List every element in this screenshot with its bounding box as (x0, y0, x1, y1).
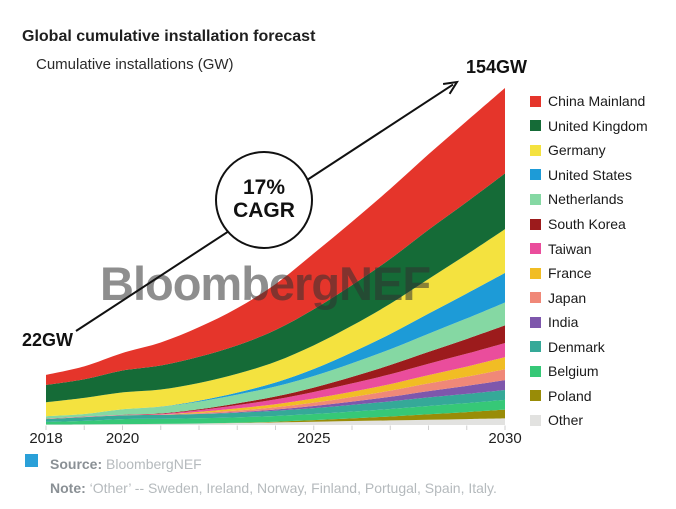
x-tick-label-2020: 2020 (105, 430, 140, 447)
area-netherlands (46, 302, 505, 419)
legend-label: South Korea (548, 216, 626, 232)
legend-item-japan: Japan (530, 285, 648, 310)
legend-swatch-poland (530, 390, 541, 402)
legend-item-netherlands: Netherlands (530, 187, 648, 212)
note-value: ‘Other’ -- Sweden, Ireland, Norway, Finl… (89, 480, 497, 496)
note-line: Note: ‘Other’ -- Sweden, Ireland, Norway… (50, 476, 497, 500)
cagr-percent: 17% (242, 176, 286, 200)
legend-item-united-states: United States (530, 163, 648, 188)
legend-item-other: Other (530, 408, 648, 433)
legend-label: United States (548, 166, 633, 183)
legend-item-france: France (530, 261, 648, 286)
area-belgium (46, 399, 505, 425)
source-icon (25, 454, 38, 467)
legend-swatch-united-states (530, 169, 541, 181)
legend-swatch-japan (530, 292, 541, 304)
start-value-label: 22GW (22, 330, 74, 350)
legend-swatch-united-kingdom (530, 120, 541, 132)
legend-label: Germany (548, 142, 606, 159)
area-china-mainland (46, 88, 505, 385)
legend-label: Poland (548, 387, 592, 404)
legend-swatch-denmark (530, 341, 541, 353)
area-poland (46, 409, 505, 425)
source-line: Source: BloombergNEF (50, 452, 497, 476)
area-france (46, 357, 505, 419)
legend: China Mainland United Kingdom Germany Unite… (530, 89, 648, 433)
area-japan (46, 369, 505, 420)
area-united-kingdom (46, 173, 505, 403)
chart-title: Global cumulative installation forecast (22, 28, 316, 45)
legend-label: China Mainland (548, 93, 646, 110)
legend-swatch-taiwan (530, 243, 541, 255)
legend-label: Taiwan (548, 240, 592, 257)
legend-swatch-belgium (530, 365, 541, 377)
legend-label: Netherlands (548, 191, 624, 208)
legend-item-poland: Poland (530, 384, 648, 409)
legend-label: Other (548, 412, 584, 429)
legend-swatch-india (530, 316, 541, 328)
legend-label: Belgium (548, 363, 599, 380)
x-tick-label-2030: 2030 (488, 430, 522, 447)
legend-swatch-china-mainland (530, 95, 541, 107)
cagr-circle: 17% CAGR (215, 151, 313, 249)
footer: Source: BloombergNEF Note: ‘Other’ -- Sw… (25, 452, 497, 500)
legend-item-denmark: Denmark (530, 334, 648, 359)
source-value: BloombergNEF (106, 456, 202, 472)
legend-item-united-kingdom: United Kingdom (530, 114, 648, 139)
end-value-label: 154GW (466, 57, 528, 77)
legend-label: India (548, 314, 579, 331)
legend-label: United Kingdom (548, 117, 648, 134)
legend-swatch-other (530, 414, 541, 426)
area-denmark (46, 389, 505, 422)
area-taiwan (46, 342, 505, 419)
source-label: Source: (50, 456, 103, 472)
cagr-label: CAGR (233, 199, 295, 222)
legend-label: Japan (548, 289, 587, 306)
legend-item-india: India (530, 310, 648, 335)
x-tick-label-2025: 2025 (297, 430, 331, 447)
legend-swatch-france (530, 267, 541, 279)
note-label: Note: (50, 480, 86, 496)
axis-title: Cumulative installations (GW) (36, 56, 234, 73)
legend-item-germany: Germany (530, 138, 648, 163)
area-germany (46, 229, 505, 417)
legend-swatch-netherlands (530, 193, 541, 205)
legend-item-belgium: Belgium (530, 359, 648, 384)
legend-label: Denmark (548, 338, 605, 355)
legend-swatch-south-korea (530, 218, 541, 230)
legend-label: France (548, 265, 592, 282)
legend-item-south-korea: South Korea (530, 212, 648, 237)
legend-item-taiwan: Taiwan (530, 236, 648, 261)
trend-arrow-head (442, 80, 459, 95)
legend-swatch-germany (530, 144, 541, 156)
area-other (46, 418, 505, 425)
legend-item-china-mainland: China Mainland (530, 89, 648, 114)
x-tick-label-2018: 2018 (29, 430, 63, 447)
